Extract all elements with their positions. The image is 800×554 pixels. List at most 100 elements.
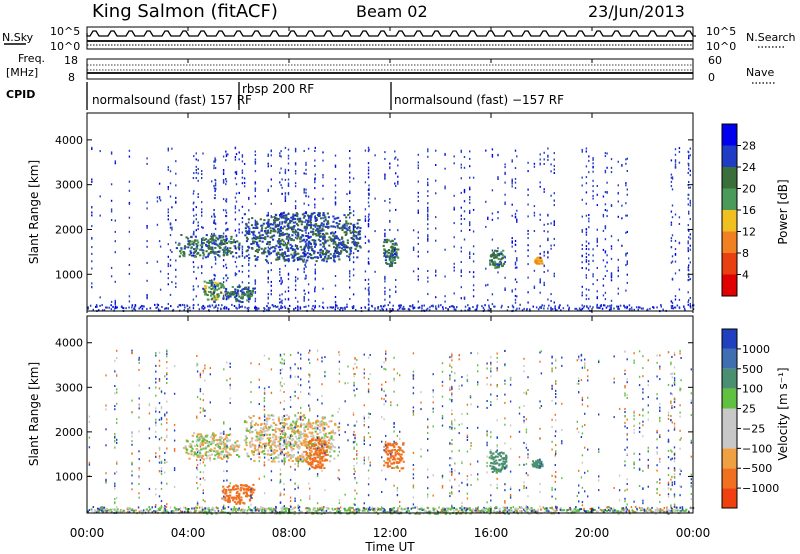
- cell: [393, 247, 396, 249]
- speckle: [254, 227, 256, 230]
- cell: [356, 222, 359, 225]
- speckle: [186, 305, 189, 308]
- cell: [303, 225, 307, 228]
- speckle: [267, 223, 269, 226]
- cell: [394, 262, 397, 264]
- cell: [402, 443, 405, 445]
- cell: [215, 284, 219, 287]
- speckle: [610, 247, 613, 250]
- cell: [175, 247, 178, 250]
- speckle: [235, 173, 238, 175]
- cell: [238, 285, 242, 288]
- speckle: [529, 308, 531, 311]
- cell: [318, 454, 321, 457]
- cell: [238, 244, 241, 247]
- cell: [222, 254, 225, 257]
- speckle: [146, 240, 148, 243]
- speckle: [491, 238, 494, 241]
- speckle: [553, 152, 555, 155]
- speckle: [617, 269, 619, 272]
- cell: [305, 456, 308, 459]
- cell: [204, 447, 207, 450]
- speckle: [689, 261, 691, 264]
- cell: [335, 243, 338, 246]
- cell: [313, 444, 316, 446]
- speckle: [511, 214, 513, 217]
- speckle: [221, 304, 223, 307]
- cell: [282, 421, 285, 424]
- speckle: [322, 184, 324, 187]
- cell: [268, 417, 271, 420]
- speckle: [491, 148, 494, 151]
- cell: [345, 220, 348, 223]
- speckle: [214, 257, 217, 260]
- cell: [225, 237, 228, 240]
- speckle: [687, 240, 689, 243]
- speckle: [314, 150, 316, 152]
- cell: [315, 229, 318, 232]
- speckle: [211, 283, 213, 286]
- cell: [222, 447, 225, 450]
- cell: [497, 452, 500, 455]
- cell: [490, 454, 493, 457]
- cell: [312, 250, 315, 253]
- cell: [232, 293, 235, 296]
- cell: [361, 509, 364, 512]
- speckle: [280, 212, 282, 215]
- cell: [282, 240, 285, 243]
- cell: [538, 460, 541, 463]
- cell: [267, 218, 270, 221]
- cell: [320, 450, 323, 453]
- cell: [492, 253, 495, 256]
- speckle: [234, 272, 237, 275]
- cell: [317, 451, 320, 454]
- speckle: [175, 201, 177, 204]
- speckle: [321, 306, 324, 308]
- cell: [305, 238, 308, 241]
- cell: [390, 250, 393, 253]
- speckle: [334, 226, 337, 229]
- cell: [504, 458, 508, 461]
- cell: [238, 455, 241, 458]
- speckle: [469, 165, 471, 168]
- cell: [214, 282, 217, 285]
- speckle: [444, 275, 446, 278]
- cell: [305, 458, 308, 461]
- cell: [232, 486, 235, 489]
- cell: [203, 290, 207, 293]
- speckle: [588, 171, 590, 174]
- nsky-line: [86, 30, 696, 37]
- speckle: [602, 215, 605, 218]
- speckle: [541, 304, 543, 307]
- cell: [312, 434, 315, 437]
- speckle: [588, 226, 590, 229]
- cell: [654, 508, 657, 511]
- speckle: [483, 308, 486, 311]
- speckle: [105, 306, 107, 309]
- speckle: [484, 304, 486, 307]
- speckle: [385, 308, 388, 311]
- cell: [318, 447, 321, 450]
- cell: [239, 484, 243, 487]
- cell: [496, 469, 499, 472]
- cell: [299, 454, 302, 457]
- speckle: [284, 168, 287, 171]
- cell: [297, 431, 300, 434]
- cell: [248, 489, 251, 492]
- cell: [304, 438, 307, 441]
- cell: [493, 262, 496, 265]
- cell: [185, 451, 188, 454]
- speckle: [427, 235, 429, 238]
- speckle: [279, 214, 281, 216]
- cell: [261, 437, 264, 440]
- cell: [677, 509, 680, 512]
- cell: [341, 229, 344, 231]
- cell: [204, 439, 207, 442]
- cell: [322, 455, 325, 458]
- cell: [304, 425, 307, 428]
- speckle: [417, 209, 419, 212]
- cell: [327, 425, 330, 428]
- speckle: [511, 290, 513, 293]
- cell: [206, 240, 209, 243]
- cell: [202, 458, 205, 461]
